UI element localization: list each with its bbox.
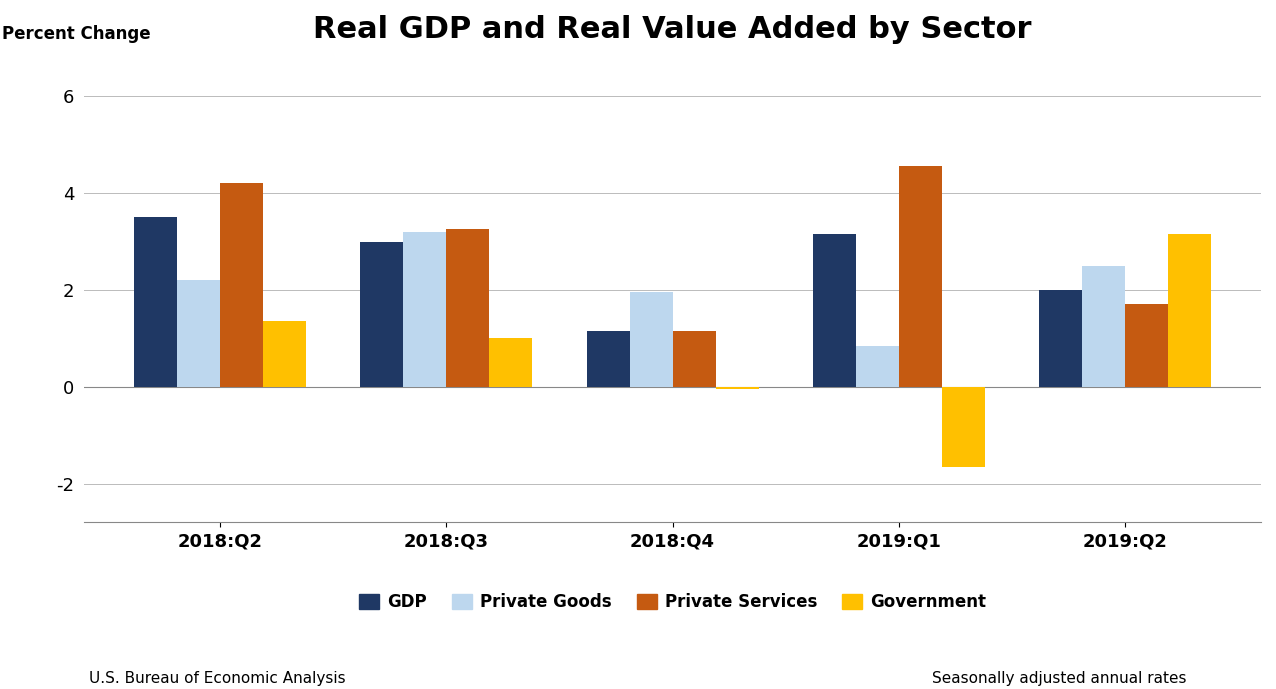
- Bar: [134, 217, 177, 387]
- Bar: [360, 242, 403, 387]
- Title: Real GDP and Real Value Added by Sector: Real GDP and Real Value Added by Sector: [314, 15, 1032, 44]
- Bar: [219, 183, 263, 387]
- Bar: [447, 229, 489, 387]
- Legend: GDP, Private Goods, Private Services, Government: GDP, Private Goods, Private Services, Go…: [352, 586, 993, 618]
- Bar: [1039, 290, 1082, 387]
- Bar: [629, 292, 672, 387]
- Bar: [672, 331, 716, 387]
- Bar: [942, 387, 985, 466]
- Bar: [898, 167, 942, 387]
- Bar: [1082, 266, 1125, 387]
- Bar: [489, 338, 532, 387]
- Bar: [813, 234, 856, 387]
- Text: Percent Change: Percent Change: [1, 25, 151, 43]
- Text: Seasonally adjusted annual rates: Seasonally adjusted annual rates: [933, 670, 1187, 686]
- Bar: [1125, 305, 1169, 387]
- Bar: [403, 232, 447, 387]
- Bar: [587, 331, 629, 387]
- Text: U.S. Bureau of Economic Analysis: U.S. Bureau of Economic Analysis: [89, 670, 346, 686]
- Bar: [856, 346, 898, 387]
- Bar: [177, 280, 219, 387]
- Bar: [716, 387, 759, 389]
- Bar: [1169, 234, 1211, 387]
- Bar: [263, 322, 306, 387]
